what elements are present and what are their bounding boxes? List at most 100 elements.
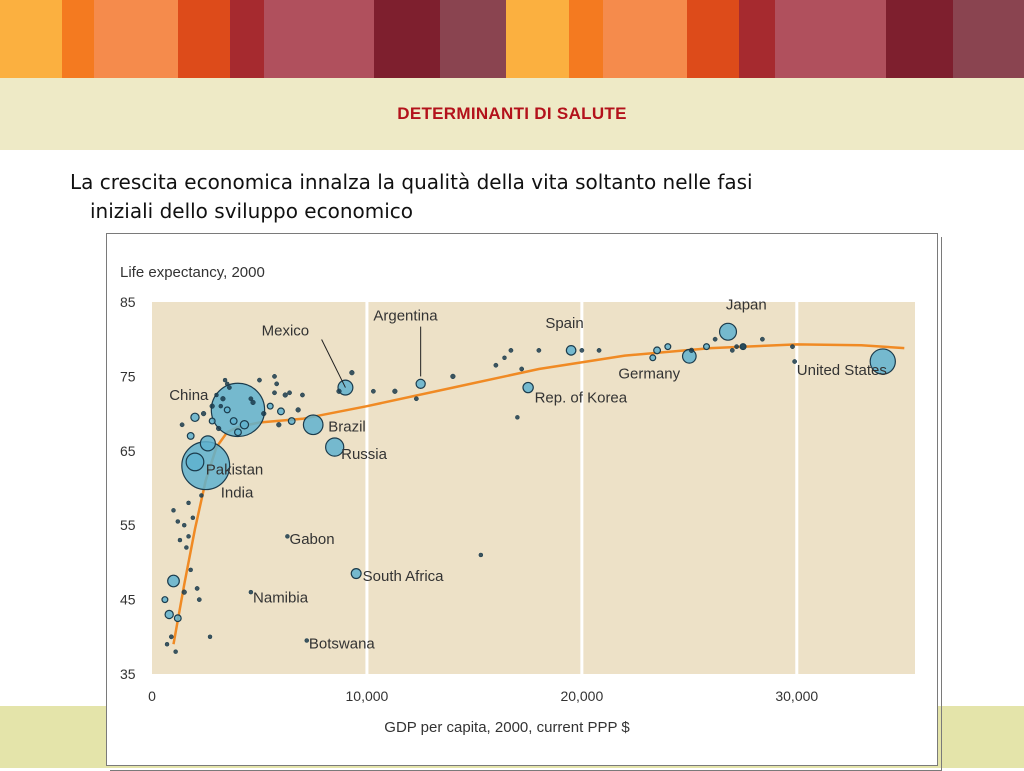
data-point — [224, 381, 230, 387]
data-point — [177, 537, 183, 543]
country-bubble — [325, 437, 345, 457]
data-point — [478, 552, 484, 558]
country-bubble — [415, 378, 426, 390]
data-point — [413, 396, 419, 402]
bullet-line-2: iniziali dello sviluppo economico — [90, 199, 414, 223]
bullet-text: La crescita economica innalza la qualità… — [70, 168, 970, 226]
data-point — [186, 534, 191, 539]
country-label: United States — [797, 362, 887, 379]
data-point — [222, 377, 228, 383]
stripe — [687, 0, 740, 78]
country-bubble — [869, 348, 896, 375]
country-bubble — [248, 589, 254, 595]
data-point — [173, 614, 182, 623]
x-axis-label: GDP per capita, 2000, current PPP $ — [384, 719, 630, 736]
data-point — [186, 500, 191, 506]
stripe — [61, 0, 94, 78]
x-tick-label: 30,000 — [775, 688, 818, 704]
data-point — [664, 343, 672, 351]
data-point — [502, 355, 507, 361]
stripe — [953, 0, 1024, 78]
data-point — [596, 347, 602, 353]
data-point — [257, 377, 262, 383]
stripe — [93, 0, 179, 78]
stripe — [602, 0, 688, 78]
x-tick-label: 10,000 — [346, 688, 389, 704]
y-tick-label: 65 — [120, 443, 136, 459]
stripe — [885, 0, 954, 78]
data-point — [729, 347, 735, 353]
data-point — [508, 347, 514, 353]
country-label: Japan — [726, 296, 767, 313]
data-point — [181, 589, 187, 595]
stripe — [440, 0, 507, 78]
data-point — [214, 392, 219, 398]
title-band: DETERMINANTI DI SALUTE — [0, 78, 1024, 150]
data-point — [164, 609, 174, 620]
country-label: Brazil — [328, 418, 366, 435]
data-point — [173, 649, 178, 654]
data-point — [295, 407, 301, 413]
bullet-line-1: La crescita economica innalza la qualità… — [70, 170, 753, 194]
country-label: India — [221, 485, 254, 502]
data-point — [712, 336, 718, 342]
data-point — [261, 410, 267, 417]
stripe — [775, 0, 886, 78]
stripe — [739, 0, 775, 78]
y-tick-label: 35 — [120, 666, 136, 682]
data-point — [194, 586, 200, 591]
country-label: Namibia — [253, 590, 309, 607]
data-point — [274, 381, 280, 387]
country-label: Germany — [618, 366, 680, 383]
stripe — [178, 0, 231, 78]
country-bubble — [285, 534, 290, 539]
data-point — [536, 347, 542, 353]
data-point — [179, 422, 185, 428]
data-point — [171, 508, 176, 513]
data-point — [392, 388, 398, 394]
data-point — [223, 406, 231, 414]
data-point — [349, 370, 355, 376]
data-point — [371, 388, 376, 394]
data-point — [190, 412, 200, 423]
data-point — [287, 390, 292, 396]
data-point — [184, 545, 189, 550]
data-point — [287, 417, 296, 425]
data-point — [207, 634, 213, 640]
data-point — [175, 519, 181, 524]
data-point — [703, 343, 711, 351]
data-point — [209, 403, 215, 409]
data-point — [188, 567, 193, 573]
data-point — [227, 385, 232, 390]
country-label: Rep. of Korea — [535, 389, 628, 406]
data-point — [792, 359, 798, 364]
data-point — [216, 425, 222, 432]
data-point — [653, 346, 662, 355]
data-point — [282, 392, 288, 398]
data-point — [790, 344, 795, 350]
data-point — [519, 366, 525, 372]
data-point — [181, 522, 187, 528]
data-point — [250, 399, 256, 406]
data-point — [234, 428, 242, 437]
slide-title: DETERMINANTI DI SALUTE — [397, 104, 627, 123]
data-point — [161, 596, 169, 604]
country-bubble — [350, 568, 362, 580]
stripe — [373, 0, 441, 78]
data-point — [579, 347, 585, 353]
y-tick-label: 85 — [120, 294, 136, 310]
y-tick-label: 55 — [120, 517, 136, 533]
data-point — [200, 410, 207, 417]
data-point — [266, 402, 274, 410]
data-point — [450, 373, 456, 380]
country-bubble — [302, 414, 324, 436]
data-point — [272, 390, 277, 396]
decorative-stripes — [0, 0, 1024, 78]
country-label: Pakistan — [206, 462, 264, 479]
country-label: China — [169, 387, 209, 404]
stripe — [0, 0, 62, 78]
country-label: Spain — [545, 315, 583, 332]
data-point — [190, 515, 196, 521]
data-point — [248, 396, 254, 402]
x-tick-label: 20,000 — [560, 688, 603, 704]
